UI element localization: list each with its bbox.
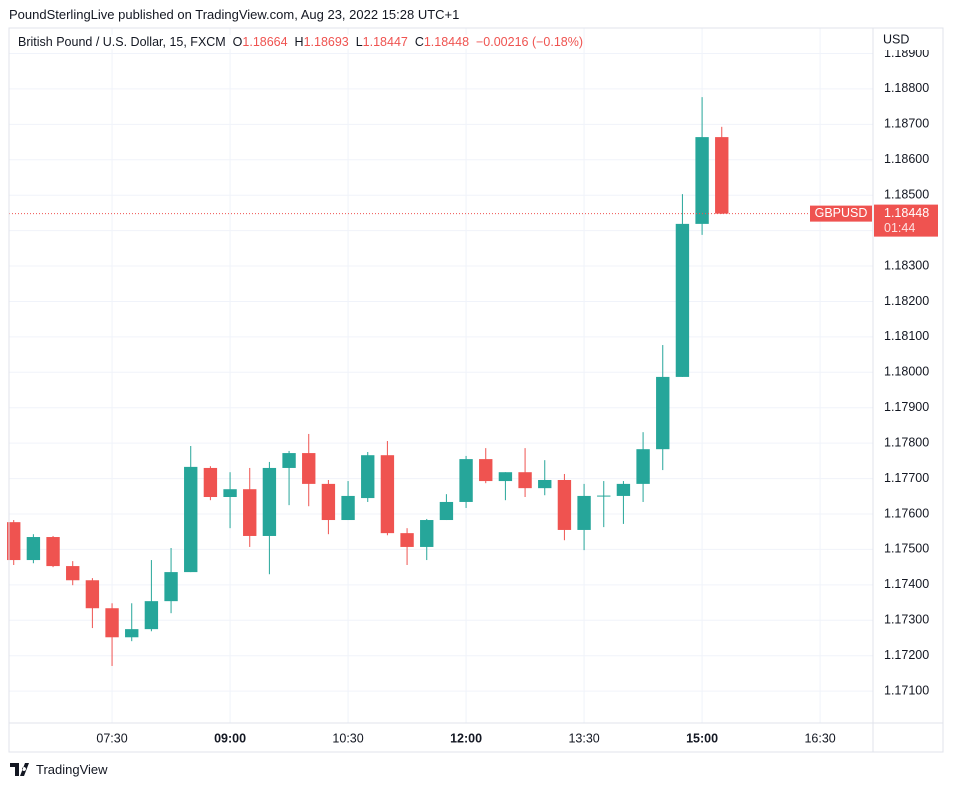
footer: TradingView (10, 762, 108, 777)
candle-body (656, 376, 670, 450)
y-tick-label: 1.17600 (884, 506, 929, 520)
ohlc-key: H (294, 35, 304, 49)
y-tick-label: 1.18100 (884, 329, 929, 343)
legend: British Pound / U.S. Dollar, 15, FXCM O1… (18, 35, 584, 49)
candle-body (459, 459, 473, 502)
candle-body (125, 629, 139, 638)
candle-body (223, 489, 237, 498)
candle-body (105, 608, 119, 638)
candle-body (695, 137, 709, 224)
candle-body (66, 566, 80, 581)
candle-body (636, 449, 650, 484)
ohlc-key: C (414, 35, 424, 49)
candle-body (715, 137, 729, 214)
countdown: 01:44 (884, 221, 915, 235)
candle-body (243, 489, 257, 536)
candle-body (302, 453, 316, 484)
candle-body (341, 495, 355, 521)
candle-body (400, 533, 414, 547)
candle-body (577, 495, 591, 530)
candle-body (557, 479, 572, 530)
y-tick-label: 1.17900 (884, 400, 929, 414)
y-tick-label: 1.18200 (884, 294, 929, 308)
y-tick-label: 1.18300 (884, 258, 929, 272)
y-tick-label: 1.18800 (884, 81, 929, 95)
legend-title: British Pound / U.S. Dollar, 15, FXCM (18, 35, 226, 49)
candle-body (439, 501, 454, 521)
ohlc-value: 1.18448 (423, 35, 470, 49)
x-tick-label: 16:30 (804, 731, 835, 745)
y-tick-label: 1.18700 (884, 117, 929, 131)
price-tag (874, 204, 938, 237)
candle-body (498, 472, 513, 482)
candle-body (26, 537, 41, 561)
x-tick-label: 10:30 (332, 731, 363, 745)
candle-body (144, 601, 159, 630)
candle-body (538, 479, 552, 489)
candle-body (420, 520, 434, 547)
y-tick-label: 1.17700 (884, 471, 929, 485)
ohlc-value: 1.18447 (362, 35, 408, 49)
x-tick-label: 15:00 (686, 731, 718, 745)
logo (10, 762, 29, 776)
candle-body (203, 467, 218, 498)
currency-label: USD (883, 32, 909, 46)
candle-body (518, 472, 532, 489)
candle-body (479, 459, 493, 482)
candle-body (282, 453, 296, 468)
y-tick-label: 1.17100 (884, 683, 929, 697)
candle-body (46, 537, 60, 567)
ohlc-key: L (355, 35, 363, 49)
y-tick-label: 1.17400 (884, 577, 929, 591)
publish-header: PoundSterlingLive published on TradingVi… (9, 7, 460, 22)
ohlc-key: O (232, 35, 243, 49)
x-tick-label: 09:00 (214, 731, 246, 745)
candle-body (321, 483, 336, 521)
candle-body (184, 466, 198, 573)
x-tick-label: 07:30 (96, 731, 127, 745)
candle-body (7, 522, 21, 561)
price-label: 1.18448 (884, 206, 929, 220)
candle-body (361, 455, 375, 499)
y-tick-label: 1.18600 (884, 152, 929, 166)
symbol-tag (810, 205, 872, 222)
candle-body (380, 455, 395, 534)
currency-box (873, 28, 943, 50)
y-tick-label: 1.17500 (884, 542, 929, 556)
candle-body (164, 572, 178, 602)
y-tick-label: 1.17800 (884, 435, 929, 449)
y-tick-label: 1.17200 (884, 648, 929, 662)
x-tick-label: 12:00 (450, 731, 482, 745)
y-tick-label: 1.18000 (884, 365, 929, 379)
brand: TradingView (36, 762, 108, 777)
candle-body (85, 580, 100, 609)
y-tick-label: 1.17300 (884, 613, 929, 627)
y-tick-label: 1.18500 (884, 187, 929, 201)
frame (8, 27, 944, 753)
ohlc-value: 1.18693 (303, 35, 349, 49)
candle-body (616, 483, 631, 496)
candle-body (675, 223, 690, 377)
x-tick-label: 13:30 (568, 731, 599, 745)
candle-body (597, 495, 611, 497)
ohlc-value: 1.18664 (242, 35, 288, 49)
change: −0.00216 (−0.18%) (475, 35, 584, 49)
candle-body (262, 467, 277, 536)
symbol-label: GBPUSD (815, 206, 868, 220)
